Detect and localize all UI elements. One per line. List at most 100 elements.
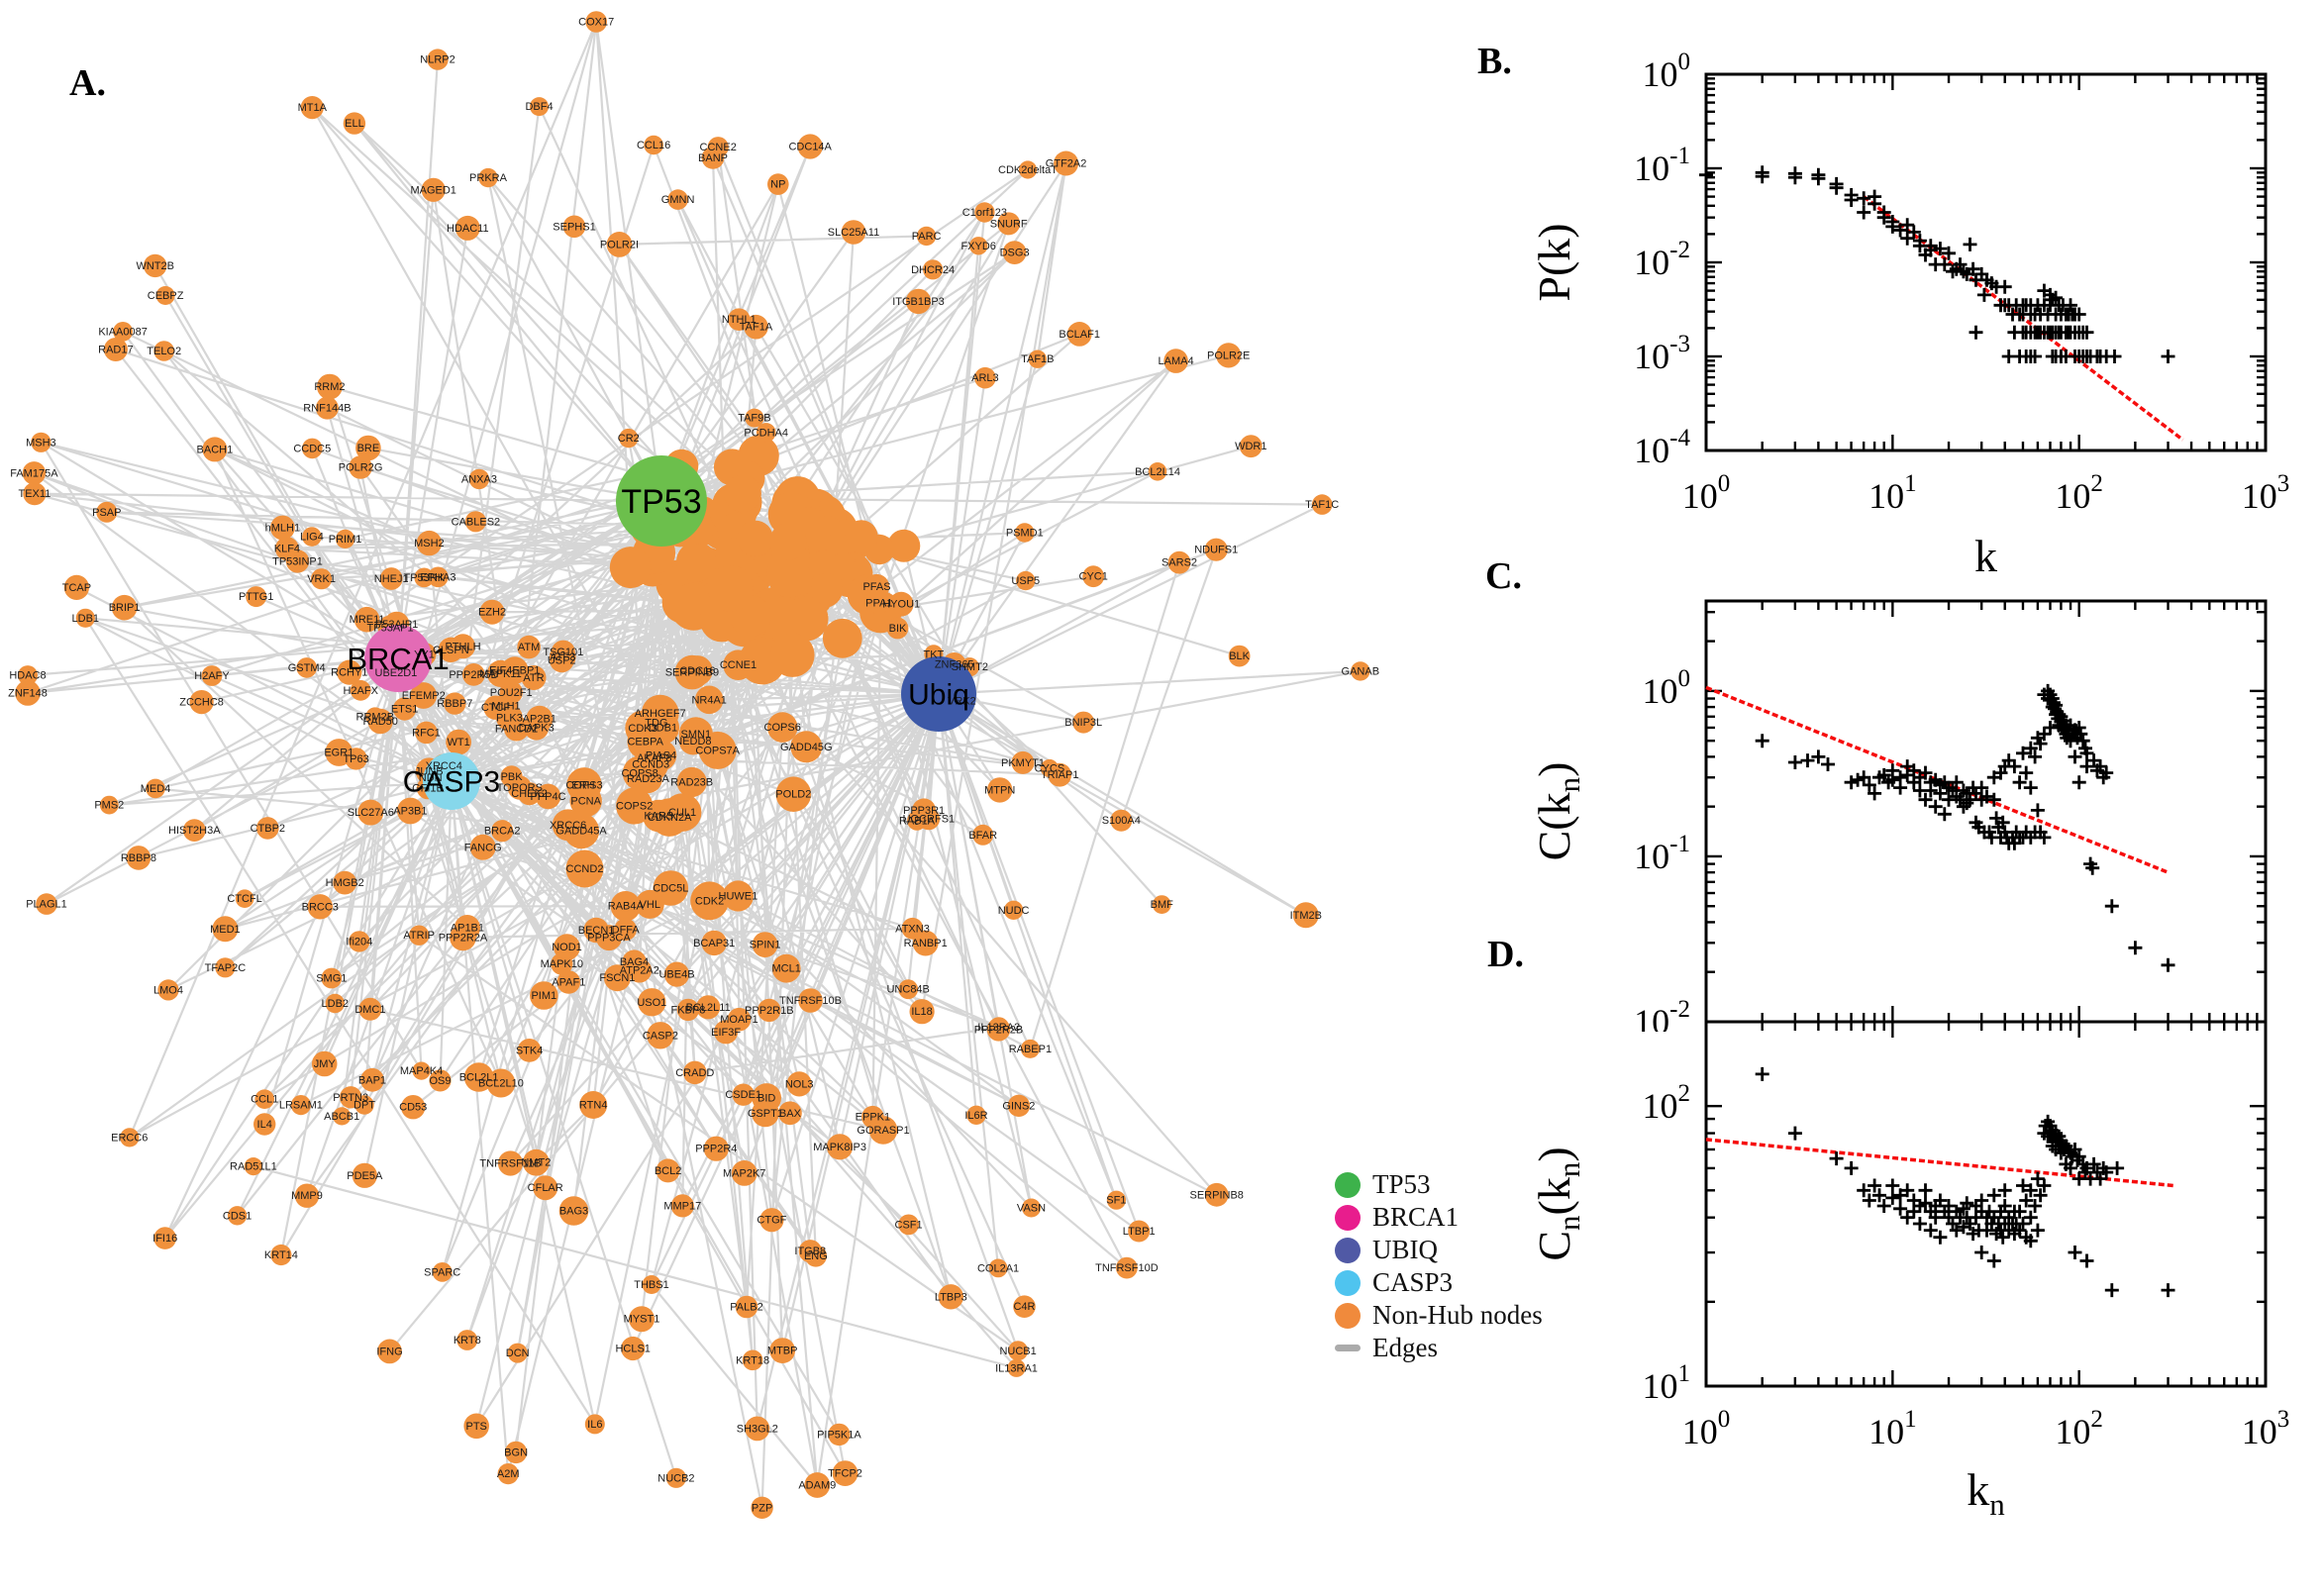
svg-text:KARS: KARS [644, 811, 673, 823]
svg-text:PRKRA: PRKRA [469, 172, 508, 184]
svg-text:FSCN1: FSCN1 [599, 972, 635, 984]
svg-text:FANCD2: FANCD2 [495, 723, 538, 735]
svg-text:TAF1B: TAF1B [1021, 353, 1054, 365]
legend-item-non-hub-nodes: Non-Hub nodes [1335, 1299, 1691, 1332]
svg-text:MMP17: MMP17 [663, 1200, 701, 1212]
svg-text:POLR2G: POLR2G [339, 462, 383, 474]
svg-text:TFAP2C: TFAP2C [205, 962, 247, 974]
svg-text:GSTM4: GSTM4 [288, 662, 326, 674]
hub-node-brca1 [364, 625, 432, 692]
svg-text:DCN: DCN [506, 1347, 530, 1359]
network-graph: COPS6 COPS2 COPS3 CCND2 CCND3 CCNE1 CDK2 CDK3 GA… [8, 11, 1379, 1520]
svg-text:ATP2A2: ATP2A2 [620, 965, 659, 977]
svg-text:CDK2deltaT: CDK2deltaT [998, 164, 1058, 176]
svg-text:RAD17: RAD17 [98, 345, 133, 356]
y-tick-label: 10-1 [1634, 831, 1690, 876]
svg-text:PIM1: PIM1 [531, 990, 556, 1002]
svg-text:RTN4: RTN4 [579, 1100, 608, 1112]
svg-text:AP3B1: AP3B1 [393, 806, 427, 818]
svg-text:CFLAR: CFLAR [528, 1182, 563, 1194]
svg-text:MAPK11: MAPK11 [479, 668, 522, 680]
axis-ticks [1704, 601, 2268, 1024]
svg-text:KLF4: KLF4 [274, 544, 300, 555]
svg-text:PCDHA4: PCDHA4 [744, 427, 788, 439]
svg-text:OS9: OS9 [429, 1075, 451, 1087]
svg-text:CDS1: CDS1 [223, 1210, 252, 1222]
svg-text:TNFRSF11B: TNFRSF11B [479, 1158, 541, 1170]
svg-text:DPT: DPT [354, 1100, 375, 1112]
svg-text:BCL2L14: BCL2L14 [1135, 466, 1180, 478]
svg-text:CHEK2: CHEK2 [511, 788, 548, 800]
svg-text:PRIM1: PRIM1 [329, 534, 362, 546]
svg-text:RANBP1: RANBP1 [904, 938, 948, 949]
svg-text:BRCC3: BRCC3 [302, 901, 339, 913]
svg-text:BLK: BLK [1229, 650, 1250, 662]
svg-text:CYC1: CYC1 [1079, 571, 1108, 583]
svg-text:HUWE1: HUWE1 [719, 891, 758, 903]
svg-text:RAD51L1: RAD51L1 [230, 1161, 277, 1173]
svg-text:CTBP2: CTBP2 [251, 823, 285, 835]
legend-label: BRCA1 [1372, 1202, 1460, 1232]
svg-text:RAD23A: RAD23A [627, 773, 669, 785]
svg-text:CRADD: CRADD [675, 1067, 714, 1079]
svg-text:TNFRSF10D: TNFRSF10D [1095, 1262, 1159, 1274]
svg-text:CDK3: CDK3 [628, 723, 656, 735]
y-tick-label: 10-1 [1634, 143, 1690, 188]
svg-text:NUCB1: NUCB1 [999, 1346, 1036, 1357]
svg-text:MYST1: MYST1 [624, 1314, 660, 1326]
svg-text:ADAM9: ADAM9 [798, 1480, 836, 1492]
svg-text:GADD45A: GADD45A [556, 826, 607, 838]
svg-text:C4R: C4R [1013, 1301, 1035, 1313]
svg-text:NDN: NDN [419, 772, 443, 784]
x-axis-label: kn​ [1967, 1464, 2005, 1522]
svg-text:PPP2R5D: PPP2R5D [449, 669, 498, 681]
svg-text:SMG1: SMG1 [316, 973, 347, 985]
svg-text:IL4: IL4 [257, 1119, 272, 1131]
svg-text:CSF1: CSF1 [895, 1219, 923, 1231]
svg-text:LMO4: LMO4 [153, 984, 183, 996]
svg-text:PDE5A: PDE5A [347, 1170, 383, 1182]
svg-text:STK4: STK4 [516, 1045, 544, 1056]
svg-text:UBE4B: UBE4B [658, 969, 694, 981]
y-tick-label: 100 [1643, 49, 1691, 94]
svg-text:GORASP1: GORASP1 [857, 1125, 909, 1137]
svg-text:NUCB2: NUCB2 [657, 1472, 694, 1484]
legend-label: Edges [1372, 1333, 1438, 1362]
svg-text:EPPK1: EPPK1 [856, 1112, 890, 1124]
svg-text:ETS1: ETS1 [391, 704, 419, 716]
y-axis-label: Cn​(kn​) [1529, 1147, 1586, 1260]
svg-text:CCL1: CCL1 [251, 1094, 278, 1106]
svg-text:HMGB2: HMGB2 [326, 877, 364, 889]
svg-text:CDK2: CDK2 [695, 895, 724, 907]
svg-text:BAX: BAX [779, 1108, 802, 1120]
svg-text:COX17: COX17 [578, 17, 614, 29]
hub-node-ubiq [901, 656, 976, 732]
panel-d-label: D. [1487, 934, 1524, 975]
svg-text:ATXN3: ATXN3 [895, 923, 930, 935]
svg-text:PBK: PBK [501, 771, 524, 783]
svg-text:PTHLH: PTHLH [445, 641, 480, 652]
svg-text:PPP2R4: PPP2R4 [695, 1144, 737, 1155]
svg-text:BCAP31: BCAP31 [693, 938, 735, 949]
svg-text:BRIP1: BRIP1 [109, 602, 141, 614]
svg-text:TFCP2: TFCP2 [828, 1468, 862, 1480]
svg-text:BACH1: BACH1 [197, 444, 234, 455]
y-tick-label: 10-3 [1634, 331, 1690, 376]
svg-text:GTF2A2: GTF2A2 [1046, 158, 1087, 170]
tick-labels: 100 101 102 103 100 10-1 10-2 10-3 10-4 [1634, 49, 2289, 516]
svg-text:CSDE1: CSDE1 [725, 1089, 761, 1101]
svg-text:MTPN: MTPN [984, 784, 1015, 796]
svg-text:PTTG1: PTTG1 [239, 591, 273, 603]
svg-text:COPS8: COPS8 [621, 767, 657, 779]
x-tick-label: 101 [1868, 1406, 1917, 1451]
svg-text:TNFRSF10B: TNFRSF10B [779, 995, 842, 1007]
svg-text:BMF: BMF [1151, 899, 1174, 911]
plot-frame [1704, 72, 2268, 452]
svg-text:BRCA2: BRCA2 [484, 826, 521, 838]
svg-text:ERH: ERH [571, 779, 594, 791]
svg-text:CEBPA: CEBPA [627, 737, 663, 748]
svg-text:ELL: ELL [345, 118, 364, 130]
svg-text:BRE: BRE [357, 443, 380, 454]
svg-text:MOAP1: MOAP1 [720, 1014, 758, 1026]
